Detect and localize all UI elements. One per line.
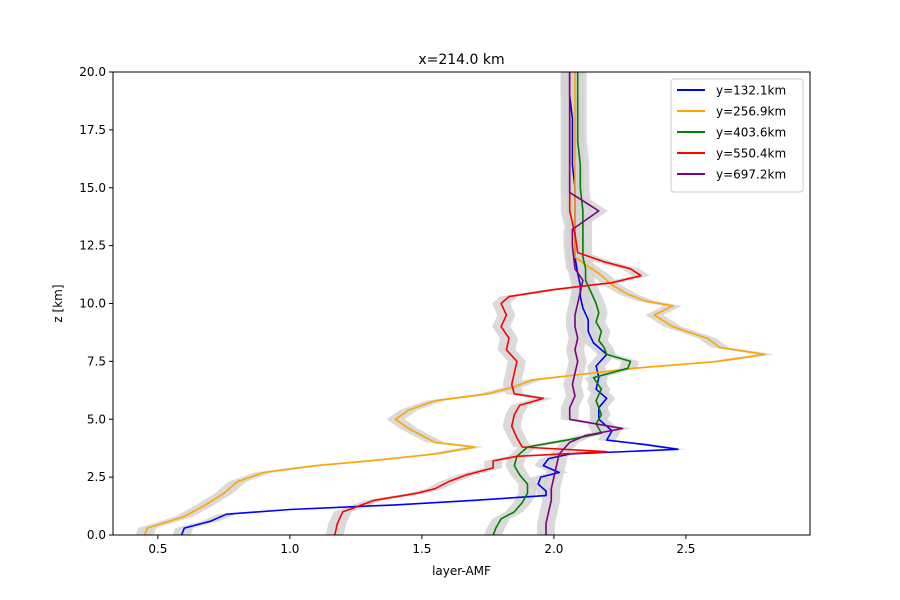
x-axis: 0.5 1.0 1.5 2.0 2.5 bbox=[148, 535, 695, 556]
legend-label: y=697.2km bbox=[716, 168, 786, 182]
y-tick-label: 17.5 bbox=[79, 123, 106, 137]
x-axis-label: layer-AMF bbox=[432, 564, 491, 578]
y-tick-label: 15.0 bbox=[79, 181, 106, 195]
legend-label: y=403.6km bbox=[716, 126, 786, 140]
x-tick-label: 1.0 bbox=[280, 542, 299, 556]
legend-label: y=550.4km bbox=[716, 147, 786, 161]
y-tick-label: 12.5 bbox=[79, 239, 106, 253]
y-tick-label: 0.0 bbox=[87, 528, 106, 542]
y-tick-label: 7.5 bbox=[87, 354, 106, 368]
x-tick-label: 2.5 bbox=[676, 542, 695, 556]
y-axis-label: z [km] bbox=[51, 284, 65, 322]
legend-label: y=256.9km bbox=[716, 105, 786, 119]
legend: y=132.1km y=256.9km y=403.6km y=550.4km y=69… bbox=[670, 78, 804, 193]
uncertainty-band-5 bbox=[536, 72, 632, 535]
legend-box bbox=[670, 78, 804, 193]
x-tick-label: 0.5 bbox=[148, 542, 167, 556]
y-tick-label: 10.0 bbox=[79, 297, 106, 311]
series-line-4 bbox=[334, 72, 642, 535]
y-tick-label: 2.5 bbox=[87, 470, 106, 484]
y-axis: 0.0 2.5 5.0 7.5 10.0 12.5 15.0 17.5 20.0 bbox=[79, 65, 113, 542]
legend-label: y=132.1km bbox=[716, 84, 786, 98]
y-tick-label: 5.0 bbox=[87, 412, 106, 426]
series-line-5 bbox=[545, 72, 624, 535]
uncertainty-band-3 bbox=[484, 72, 640, 535]
chart-title: x=214.0 km bbox=[418, 52, 504, 68]
series-lines bbox=[143, 72, 766, 535]
series-line-3 bbox=[492, 72, 632, 535]
x-tick-label: 2.0 bbox=[544, 542, 563, 556]
x-tick-label: 1.5 bbox=[412, 542, 431, 556]
y-tick-label: 20.0 bbox=[79, 65, 106, 79]
